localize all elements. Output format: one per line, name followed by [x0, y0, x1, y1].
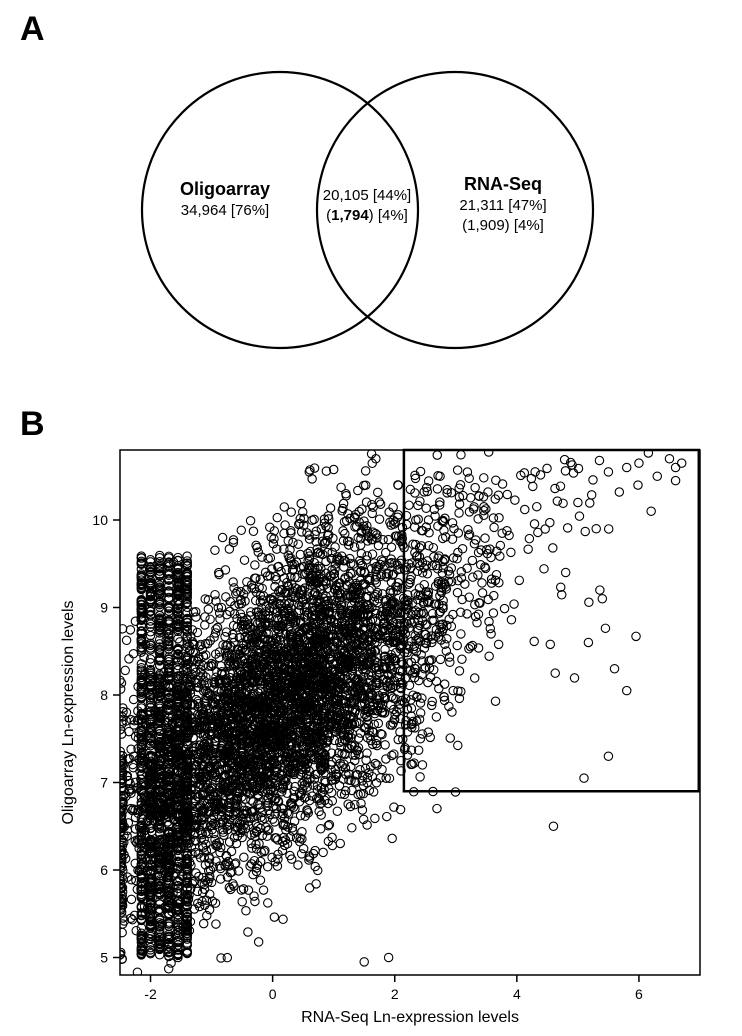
- y-tick-label: 9: [100, 600, 108, 616]
- x-tick-label: 0: [269, 986, 277, 1002]
- inset-box: [404, 450, 699, 791]
- venn-right-value-2: (1,909) [4%]: [462, 217, 544, 234]
- panel-label-a: A: [20, 10, 45, 49]
- x-tick-label: -2: [144, 986, 157, 1002]
- venn-left-title: Oligoarray: [180, 179, 270, 199]
- x-tick-label: 4: [513, 986, 521, 1002]
- venn-right-title: RNA-Seq: [464, 174, 542, 194]
- y-tick-label: 10: [92, 512, 108, 528]
- y-axis-label: Oligoarray Ln-expression levels: [60, 600, 77, 824]
- panel-label-b: B: [20, 405, 45, 444]
- y-tick-label: 7: [100, 775, 108, 791]
- y-tick-label: 5: [100, 950, 108, 966]
- scatter-plot: -2 0 2 4 6 5 6 7 8 9 10 RNA-Seq Ln-expression level…: [55, 440, 715, 1030]
- venn-overlap-1: 20,105 [44%]: [323, 187, 411, 204]
- venn-overlap-2: (1,794) [4%]: [326, 207, 408, 224]
- x-axis-label: RNA-Seq Ln-expression levels: [301, 1009, 519, 1026]
- venn-left-value: 34,964 [76%]: [181, 202, 269, 219]
- x-tick-label: 2: [391, 986, 399, 1002]
- y-tick-label: 6: [100, 862, 108, 878]
- y-tick-label: 8: [100, 687, 108, 703]
- scatter-points: [116, 448, 686, 977]
- x-tick-label: 6: [635, 986, 643, 1002]
- venn-diagram: Oligoarray 34,964 [76%] 20,105 [44%] (1,794…: [45, 15, 675, 395]
- venn-right-value-1: 21,311 [47%]: [459, 197, 546, 214]
